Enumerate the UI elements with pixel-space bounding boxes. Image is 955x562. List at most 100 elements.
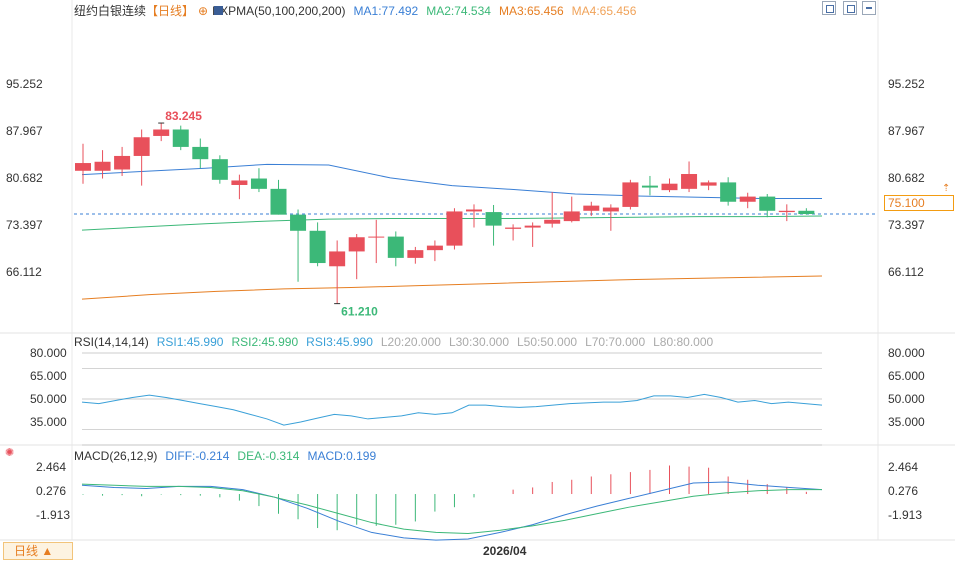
candle-body [309, 230, 326, 264]
l50-value: L50:50.000 [517, 335, 578, 349]
y-tick-label-left: 87.967 [6, 124, 43, 138]
price-arrow-icon: ⇡ [942, 183, 951, 194]
period-tag[interactable]: 【日线】 [146, 4, 195, 18]
candle-body [622, 182, 639, 207]
dea-line [81, 483, 822, 535]
rsi2-value: RSI2:45.990 [231, 335, 299, 349]
candle-body [466, 209, 482, 212]
macd-sun-icon[interactable]: ✺ [5, 447, 15, 459]
price-header: 纽约白银连续【日线】 ⊕ EXPMA(50,100,200,200) MA1:77.4… [74, 4, 644, 18]
candle-body [387, 236, 404, 258]
y-tick-label-right: 73.397 [888, 218, 925, 232]
l20-value: L20:20.000 [380, 335, 441, 349]
ma1-value: MA1:77.492 [353, 4, 419, 18]
candle-body [172, 129, 189, 147]
candle-body [75, 163, 91, 171]
candle-body [798, 210, 815, 215]
macd-tick-right: 2.464 [888, 460, 918, 474]
diff-value: DIFF:-0.214 [165, 449, 230, 463]
rsi-line [81, 393, 823, 426]
macd-tick-right: -1.913 [888, 508, 922, 522]
candle-body [720, 182, 737, 202]
indicator-name: EXPMA(50,100,200,200) [212, 4, 346, 18]
macd-value: MACD:0.199 [307, 449, 377, 463]
rsi-tick-right: 80.000 [888, 346, 925, 360]
macd-tick-left: -1.913 [36, 508, 70, 522]
candle-body [290, 214, 307, 231]
rsi-tick-right: 35.000 [888, 415, 925, 429]
current-price-box: 75.100 [884, 195, 954, 211]
y-tick-label-right: 80.682 [888, 171, 925, 185]
candle-body [778, 210, 795, 213]
rsi-header: RSI(14,14,14) RSI1:45.990 RSI2:45.990 RSI3:… [74, 335, 721, 349]
rsi-tick-left: 35.000 [30, 415, 67, 429]
candle-body [250, 178, 267, 189]
candle-body [407, 250, 424, 258]
candle-body [739, 196, 756, 202]
l30-value: L30:30.000 [448, 335, 509, 349]
rsi-tick-right: 50.000 [888, 392, 925, 406]
candle-body [446, 211, 463, 246]
y-tick-label-left: 73.397 [6, 218, 43, 232]
rsi-tick-left: 50.000 [30, 392, 67, 406]
zoom-out-icon[interactable] [862, 1, 876, 15]
diff-line [81, 481, 823, 541]
candle-body [505, 227, 522, 229]
candle-body [231, 180, 248, 185]
candle-body [641, 185, 658, 188]
period-button[interactable]: 日线 ▲ [3, 542, 73, 560]
candle-body [602, 207, 619, 212]
indicator-square-icon [214, 6, 223, 15]
low-label: 61.210 [341, 305, 378, 319]
candle-body [114, 155, 131, 170]
candle-body [426, 245, 443, 251]
candle-body [681, 174, 698, 189]
rsi-name: RSI(14,14,14) [74, 335, 149, 349]
x-date-label: 2026/04 [483, 544, 527, 558]
macd-header: MACD(26,12,9) DIFF:-0.214 DEA:-0.314 MACD:0… [74, 449, 384, 463]
rsi-tick-left: 65.000 [30, 369, 67, 383]
rsi-tick-left: 80.000 [30, 346, 67, 360]
ma2-value: MA2:74.534 [426, 4, 491, 18]
candle-body [524, 225, 541, 228]
l80-value: L80:80.000 [653, 335, 714, 349]
y-tick-label-right: 66.112 [888, 265, 924, 279]
candle-body [661, 183, 678, 191]
candle-body [485, 212, 502, 226]
candle-body [583, 205, 600, 211]
y-tick-label-right: 95.252 [888, 77, 925, 91]
rsi3-value: RSI3:45.990 [306, 335, 373, 349]
fullscreen-icon[interactable] [822, 1, 836, 15]
candle-body [270, 188, 287, 215]
candle-body [133, 137, 150, 156]
rsi1-value: RSI1:45.990 [156, 335, 224, 349]
dea-value: DEA:-0.314 [237, 449, 300, 463]
candle-body [192, 146, 209, 160]
rsi-tick-right: 65.000 [888, 369, 925, 383]
ma3-line [81, 275, 823, 300]
candle-body [153, 129, 170, 136]
ma1-line [81, 163, 822, 200]
y-tick-label-left: 95.252 [6, 77, 43, 91]
zoom-in-icon[interactable] [843, 1, 857, 15]
high-label: 83.245 [165, 109, 202, 123]
candle-body [329, 251, 346, 267]
l70-value: L70:70.000 [585, 335, 646, 349]
candle-body [94, 161, 111, 171]
settings-gear-icon[interactable]: ⊕ [198, 4, 209, 18]
y-tick-label-right: 87.967 [888, 124, 925, 138]
candle-body [759, 196, 776, 211]
ma3-value: MA3:65.456 [498, 4, 564, 18]
ma4-value: MA4:65.456 [571, 4, 637, 18]
candle-body [211, 159, 228, 180]
y-tick-label-left: 66.112 [6, 265, 42, 279]
candle-body [348, 237, 365, 252]
macd-tick-right: 0.276 [888, 484, 918, 498]
y-tick-label-left: 80.682 [6, 171, 43, 185]
candle-body [563, 211, 580, 222]
candle-body [544, 219, 561, 224]
candle-body [700, 182, 717, 186]
candle-body [368, 236, 385, 238]
macd-tick-left: 0.276 [36, 484, 66, 498]
